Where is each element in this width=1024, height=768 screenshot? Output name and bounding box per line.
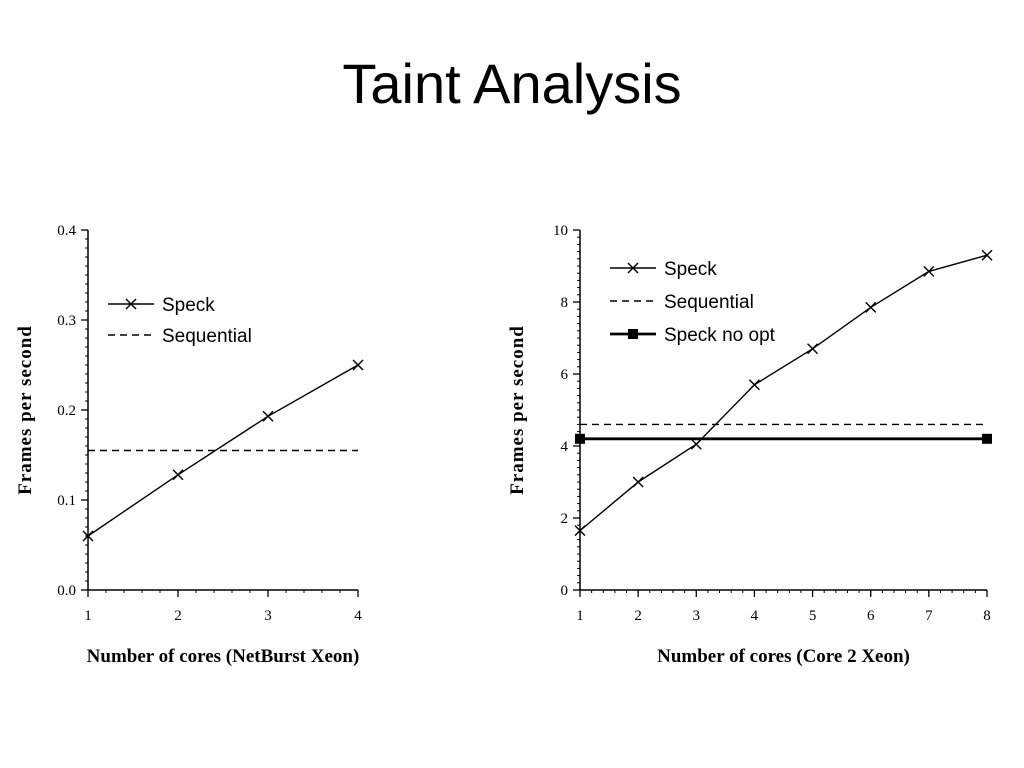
legend-label: Sequential [162,326,252,347]
series-speck-point [690,438,702,450]
series-speck-point [865,301,877,313]
series-speck-point [748,379,760,391]
x-tick-label: 3 [693,608,701,624]
legend-marker [627,262,639,274]
x-axis-label: Number of cores (Core 2 Xeon) [657,646,910,667]
x-tick-label: 3 [264,608,272,624]
x-tick-label: 5 [809,608,817,624]
x-tick-label: 4 [354,608,362,624]
series-speck-line [87,364,359,537]
y-tick-label: 0.4 [57,223,76,239]
series-speck-point-stroke-b [574,525,586,537]
x-tick-label: 8 [983,608,991,624]
y-tick-label: 6 [561,367,569,383]
legend-label: Speck no opt [664,325,776,346]
series-speck-point [923,265,935,277]
y-tick-label: 0.3 [57,313,76,329]
series-speck-point [574,525,586,537]
series-speck-point [981,249,993,261]
y-tick-label: 2 [561,511,569,527]
series-speck-point-stroke-b [981,249,993,261]
y-tick-label: 0.0 [57,583,76,599]
series-speck-point-stroke-b [632,476,644,488]
legend-label: Speck [162,295,215,316]
legend-marker-stroke-b [125,298,137,310]
series-speck-point-stroke-b [172,469,184,481]
x-tick-label: 1 [576,608,584,624]
legend-label: Speck [664,259,717,280]
slide-title: Taint Analysis [342,52,682,115]
y-tick-label: 10 [553,223,568,239]
legend-marker [125,298,137,310]
series-speck-point [352,359,364,371]
series-speck-point-stroke-b [748,379,760,391]
series-speck-point [632,476,644,488]
series-speck-point [82,530,94,542]
chart-netburst-xeon: 0.0 0.1 0.2 0.3 0.4 1 2 3 4 Number of cores (NetB… [15,223,364,667]
legend-marker [628,329,638,339]
y-axis-label: Frames per second [507,325,528,495]
series-speck-point [262,410,274,422]
legend-marker-stroke-b [627,262,639,274]
series-speck-point-stroke-b [865,301,877,313]
series-speck-line [579,254,988,532]
series-speck-no-opt-point [575,433,585,444]
series-speck-no-opt-point [982,433,992,444]
series-speck-point-stroke-b [352,359,364,371]
y-tick-label: 8 [561,295,569,311]
x-tick-label: 1 [84,608,92,624]
series-speck-point-stroke-b [262,410,274,422]
x-axis-label: Number of cores (NetBurst Xeon) [87,646,360,667]
y-tick-label: 0 [561,583,569,599]
x-tick-label: 7 [925,608,933,624]
legend-label: Sequential [664,292,754,313]
y-tick-label: 0.2 [57,403,76,419]
x-tick-label: 6 [867,608,875,624]
x-tick-label: 4 [751,608,759,624]
series-speck-point-stroke-b [690,438,702,450]
series-speck-point [807,343,819,355]
series-speck-point-stroke-b [923,265,935,277]
series-speck-point-stroke-b [82,530,94,542]
y-axis-label: Frames per second [15,325,36,495]
x-tick-label: 2 [634,608,642,624]
series-speck-point [172,469,184,481]
y-tick-label: 4 [561,439,569,455]
x-tick-label: 2 [174,608,182,624]
series-speck-point-stroke-b [807,343,819,355]
y-tick-label: 0.1 [57,493,76,509]
